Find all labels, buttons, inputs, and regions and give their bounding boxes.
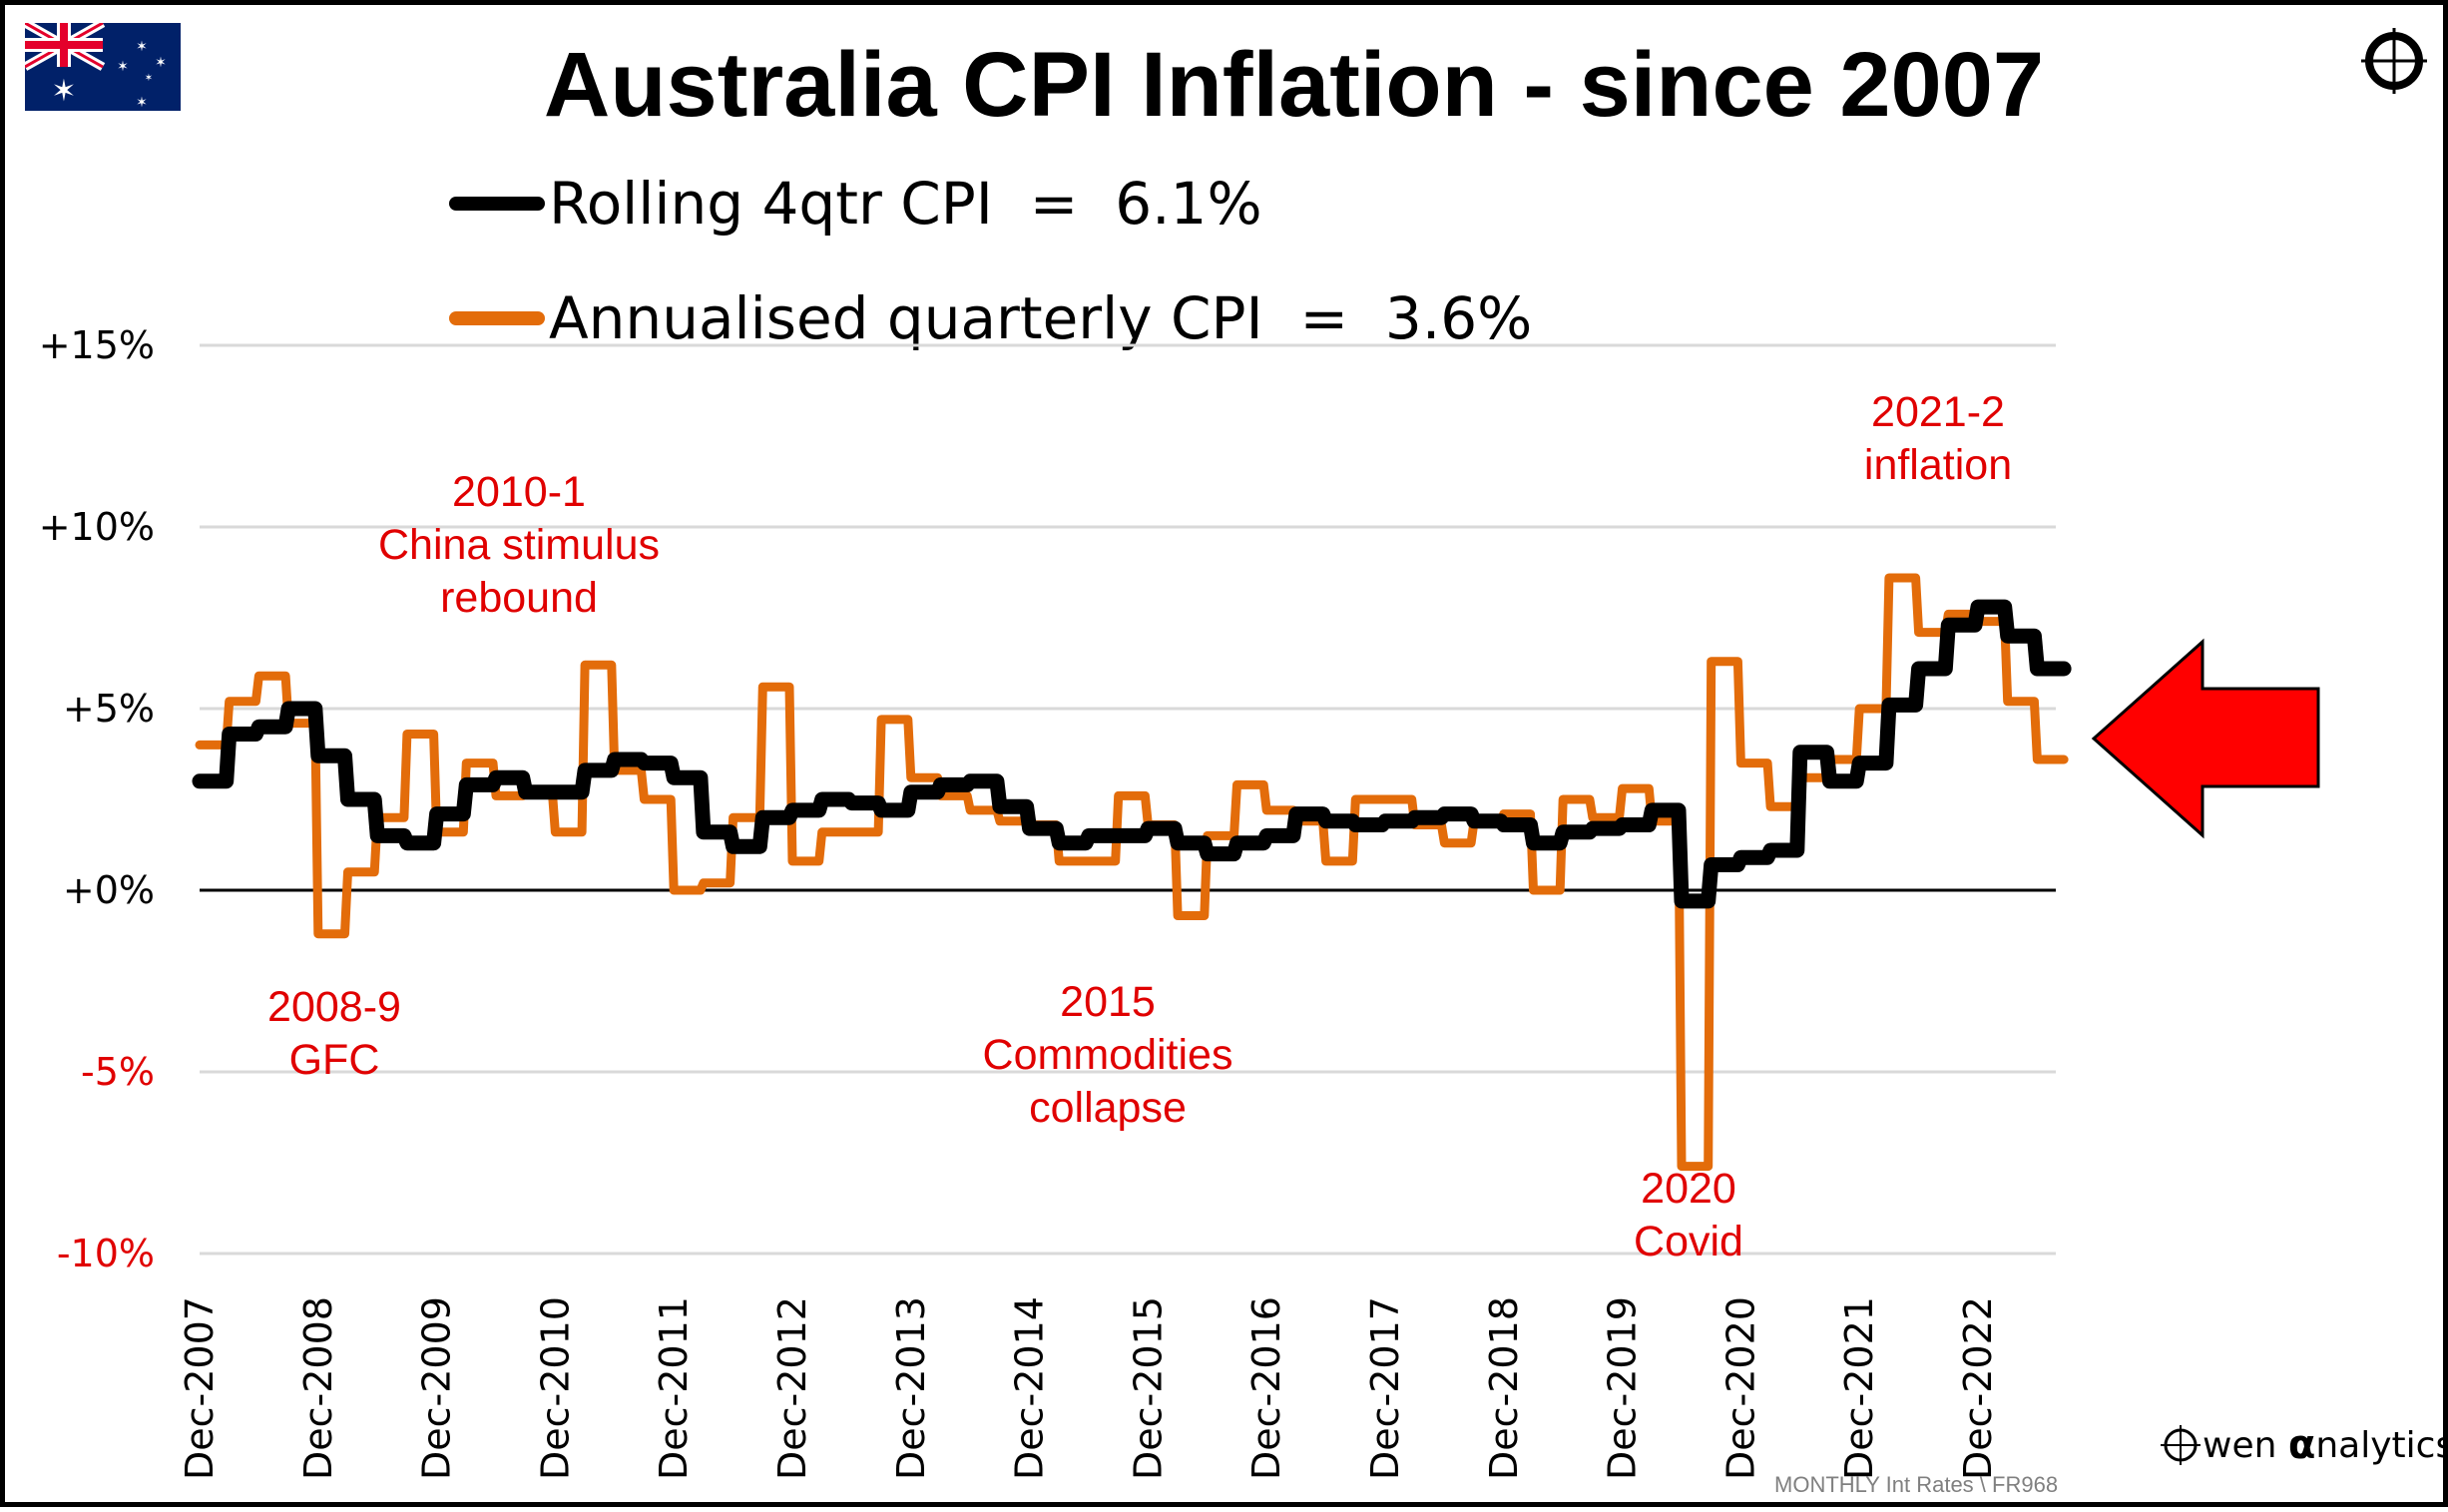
- chart-title: Australia CPI Inflation - since 2007: [543, 34, 2045, 136]
- svg-text:✶: ✶: [155, 54, 167, 70]
- x-tick-label: Dec-2021: [1837, 1296, 1881, 1480]
- brand-prefix: wen: [2203, 1424, 2288, 1466]
- legend-item-annualised: Annualised quarterly CPI = 3.6%: [449, 284, 1532, 352]
- series-rolling-4qtr-line: [192, 599, 2072, 909]
- gridlines: [200, 343, 2056, 1256]
- annotation-text: 2015: [1060, 978, 1156, 1026]
- svg-text:✶: ✶: [136, 38, 148, 54]
- x-tick-label: Dec-2009: [415, 1296, 459, 1480]
- svg-text:✶: ✶: [145, 73, 153, 84]
- x-axis-ticks: Dec-2007 Dec-2008 Dec-2009 Dec-2010 Dec-2011…: [178, 1296, 2000, 1480]
- y-tick-label: +0%: [63, 868, 155, 912]
- svg-text:✶: ✶: [136, 94, 148, 110]
- legend-swatch-annualised: [449, 311, 545, 325]
- cpi-line-chart: +15%+10%+5%+0%-5%-10% Dec-2007 Dec-2008 De…: [39, 323, 2320, 1480]
- x-tick-label: Dec-2008: [296, 1296, 340, 1480]
- svg-text:✶: ✶: [51, 75, 76, 108]
- legend-label-rolling: Rolling 4qtr CPI = 6.1%: [549, 170, 1262, 238]
- legend-label-annualised: Annualised quarterly CPI = 3.6%: [549, 284, 1533, 352]
- source-note: MONTHLY Int Rates \ FR968: [1774, 1472, 2059, 1497]
- annotation-text: inflation: [1864, 441, 2012, 489]
- annotation-text: China stimulus: [378, 521, 660, 569]
- x-tick-label: Dec-2014: [1008, 1296, 1052, 1480]
- annotation-text: GFC: [289, 1036, 380, 1084]
- annotation-text: 2021-2: [1871, 388, 2005, 436]
- annotation-text: Commodities: [983, 1031, 1233, 1079]
- y-tick-label: -10%: [57, 1232, 155, 1275]
- x-tick-label: Dec-2016: [1244, 1296, 1288, 1480]
- y-tick-label: +15%: [39, 323, 155, 367]
- x-tick-label: Dec-2012: [770, 1296, 814, 1480]
- callout-arrow: [2091, 638, 2320, 839]
- legend-swatch-rolling: [449, 197, 545, 211]
- x-tick-label: Dec-2015: [1126, 1296, 1170, 1480]
- annotations: 2008-9 GFC 2010-1 China stimulus rebound 2015…: [267, 388, 2012, 1265]
- x-tick-label: Dec-2010: [533, 1296, 577, 1480]
- series-annualised-quarterly-line: [195, 573, 2069, 1172]
- x-tick-label: Dec-2017: [1363, 1296, 1407, 1480]
- y-tick-label: +10%: [39, 505, 155, 549]
- x-tick-label: Dec-2020: [1718, 1296, 1762, 1480]
- y-tick-label: +5%: [63, 687, 155, 731]
- x-tick-label: Dec-2019: [1601, 1296, 1645, 1480]
- x-tick-label: Dec-2011: [652, 1296, 696, 1480]
- annotation-text: 2008-9: [267, 983, 401, 1031]
- y-tick-label: -5%: [81, 1050, 155, 1094]
- annotation-text: Covid: [1634, 1218, 1743, 1265]
- x-tick-label: Dec-2022: [1956, 1296, 2000, 1480]
- svg-text:✶: ✶: [117, 58, 129, 74]
- x-tick-label: Dec-2007: [178, 1296, 222, 1480]
- owen-analytics-logo: wen α nalytics: [2159, 1422, 2448, 1468]
- legend-item-rolling: Rolling 4qtr CPI = 6.1%: [449, 170, 1262, 238]
- crosshair-target-icon: [2361, 28, 2427, 94]
- brand-alpha: α: [2287, 1422, 2316, 1468]
- crosshair-logo-icon: [2161, 1425, 2201, 1465]
- annotation-text: 2020: [1641, 1165, 1736, 1213]
- australia-flag-icon: ✶ ✶ ✶ ✶ ✶ ✶: [25, 23, 181, 111]
- annotation-text: rebound: [440, 574, 598, 622]
- annotation-text: collapse: [1029, 1084, 1187, 1132]
- y-axis-ticks: +15% +10% +5% +0% -5% -10%: [39, 323, 155, 1275]
- x-tick-label: Dec-2018: [1482, 1296, 1526, 1480]
- series-lines: [192, 573, 2072, 1172]
- annotation-text: 2010-1: [452, 468, 586, 516]
- x-tick-label: Dec-2013: [889, 1296, 933, 1480]
- brand-suffix: nalytics: [2315, 1424, 2448, 1466]
